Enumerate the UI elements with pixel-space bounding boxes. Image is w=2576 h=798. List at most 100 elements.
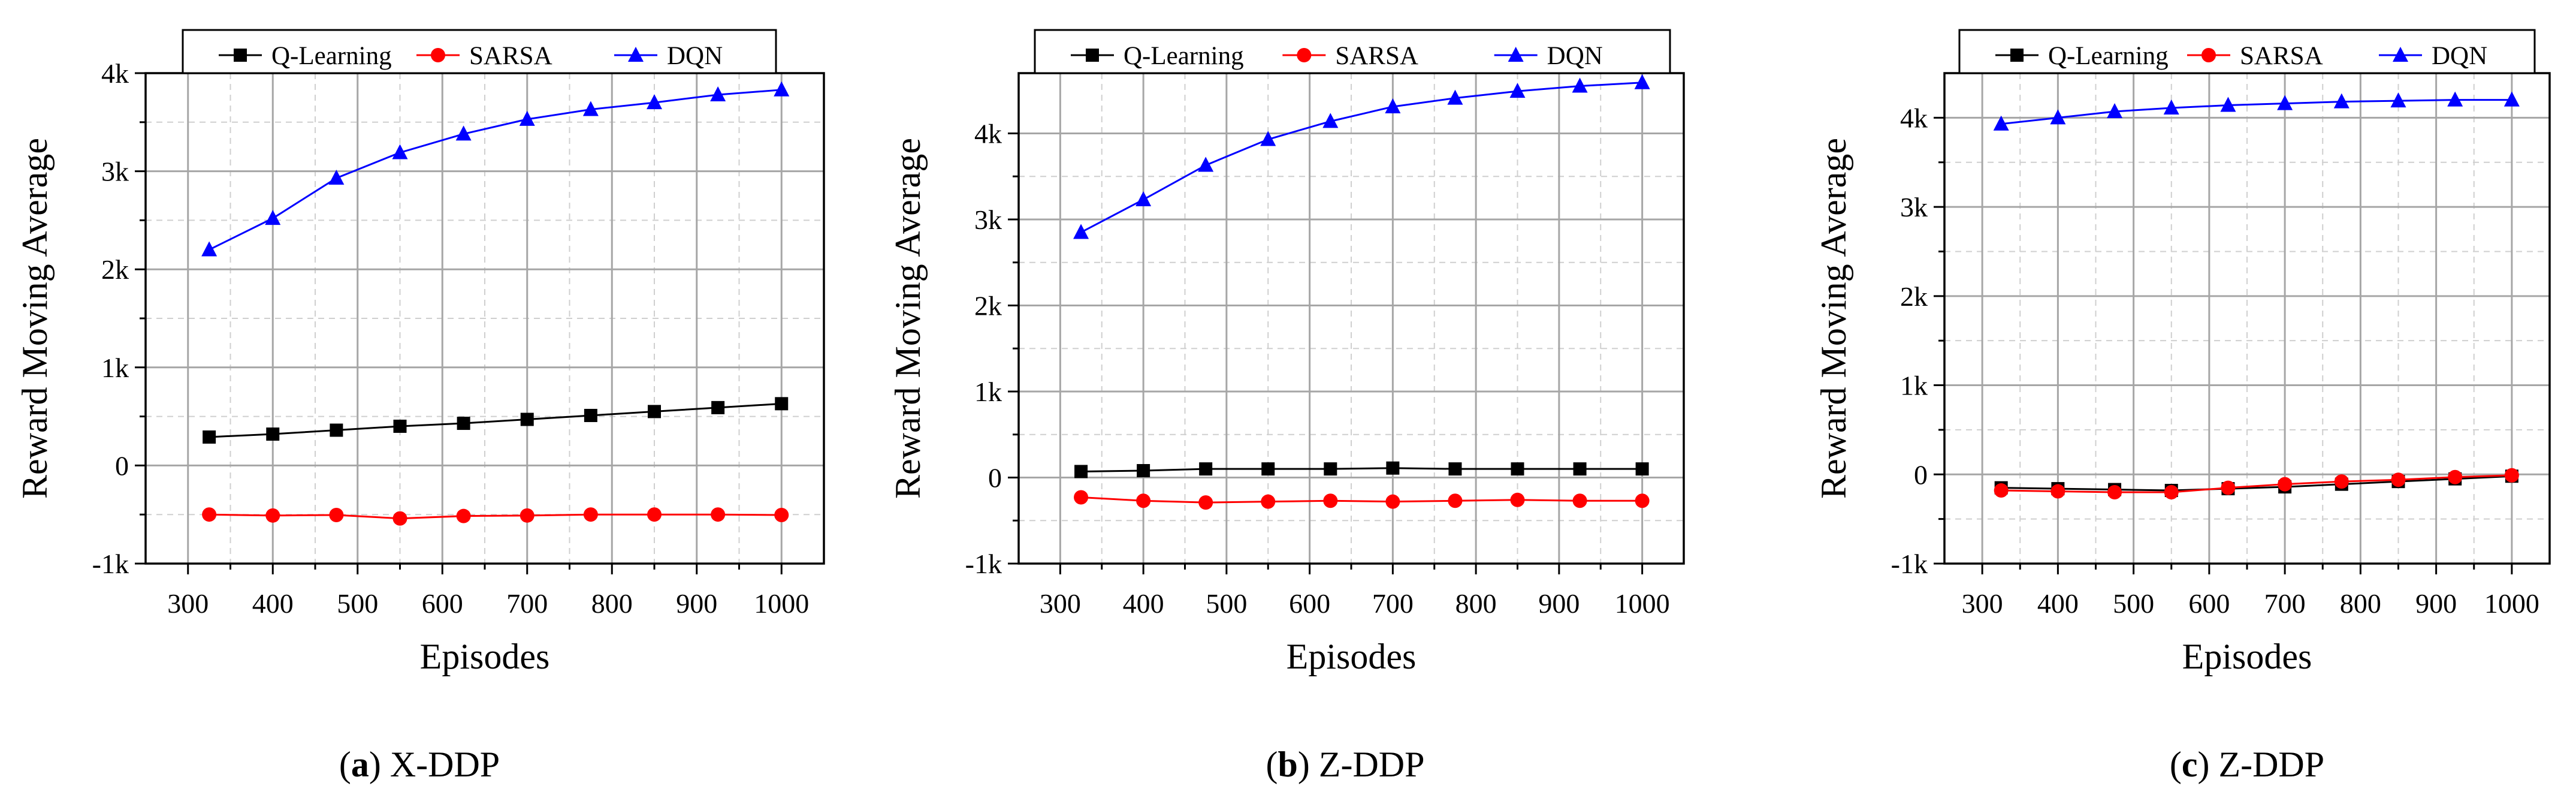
x-axis-title: Episodes (420, 637, 550, 676)
legend-label: DQN (2432, 42, 2487, 70)
caption-close-paren: ) (2197, 745, 2218, 784)
y-tick-label: 4k (101, 58, 129, 89)
data-point (2107, 103, 2123, 118)
data-point (1635, 493, 1650, 508)
y-tick-label: -1k (965, 549, 1002, 579)
legend: Q-Learning SARSA DQN (182, 29, 777, 74)
data-point (1261, 462, 1275, 476)
y-axis-title: Reward Moving Average (888, 138, 928, 499)
data-point (1324, 462, 1337, 476)
data-point (647, 507, 662, 522)
data-point (1993, 115, 2009, 131)
panel-caption: (b) Z-DDP (1266, 745, 1424, 784)
caption-close-paren: ) (1298, 745, 1319, 784)
data-point (1572, 493, 1587, 508)
data-point (1572, 77, 1588, 93)
data-point (392, 511, 407, 526)
data-point (2504, 468, 2519, 483)
y-tick-label: 0 (115, 450, 129, 481)
y-tick-label: 2k (974, 290, 1002, 321)
caption-open-paren: ( (339, 745, 351, 784)
data-point (2448, 469, 2463, 484)
legend-marker (234, 49, 247, 62)
data-point (2220, 97, 2236, 112)
data-point (265, 210, 281, 225)
legend-marker (1297, 48, 1312, 62)
data-point (1260, 131, 1276, 146)
plot-area (1944, 73, 2550, 564)
x-axis-title: Episodes (2182, 637, 2312, 676)
data-point (1136, 191, 1152, 206)
caption-text: Z-DDP (2218, 745, 2324, 784)
x-tick-label: 300 (1962, 588, 2003, 619)
y-tick-label: 3k (101, 156, 129, 187)
data-point (710, 86, 726, 101)
legend-marker (431, 48, 445, 62)
series-line (1080, 82, 1642, 233)
data-point (1634, 74, 1650, 89)
y-tick-label: -1k (1891, 549, 1928, 579)
series-line (209, 89, 782, 251)
x-tick-label: 700 (2264, 588, 2306, 619)
legend-label: Q-Learning (271, 42, 392, 70)
data-point (1136, 493, 1151, 508)
data-point (1386, 461, 1400, 475)
data-point (2050, 109, 2066, 125)
data-point (1447, 89, 1463, 105)
data-point (2391, 472, 2406, 487)
x-tick-label: 300 (1040, 588, 1081, 619)
y-axis-title: Reward Moving Average (1814, 138, 1853, 499)
data-point (1510, 492, 1525, 507)
series-sarsa (1074, 490, 1650, 510)
data-point (2050, 484, 2065, 499)
legend-label: DQN (1547, 42, 1603, 70)
legend-label: SARSA (1335, 42, 1418, 70)
chart-panel-c: 300 400 500 600 700 800 900 1000 -1k 0 1k 2k 3k 4k Epi… (1814, 29, 2551, 784)
caption-label: a (351, 745, 369, 784)
x-tick-label: 800 (591, 588, 633, 619)
data-point (2277, 95, 2293, 110)
data-point (1198, 156, 1214, 172)
data-point (203, 430, 216, 444)
data-point (1198, 495, 1213, 510)
data-point (202, 507, 217, 522)
data-point (2164, 485, 2179, 500)
data-point (1511, 462, 1524, 476)
x-tick-label: 900 (676, 588, 717, 619)
y-tick-label: 0 (1914, 459, 1928, 490)
caption-open-paren: ( (2170, 745, 2182, 784)
caption-open-paren: ( (1266, 745, 1278, 784)
data-point (583, 507, 598, 522)
series-line (2001, 475, 2512, 492)
data-point (1448, 462, 1462, 476)
y-tick-label: 1k (1900, 371, 1928, 401)
data-point (393, 419, 407, 433)
caption-text: Z-DDP (1319, 745, 1425, 784)
x-tick-label: 400 (252, 588, 294, 619)
y-tick-label: -1k (92, 549, 129, 579)
series-dqn (1073, 74, 1650, 239)
y-tick-label: 2k (1900, 281, 1928, 312)
x-tick-label: 700 (1372, 588, 1414, 619)
x-tick-label: 600 (422, 588, 463, 619)
data-point (1448, 493, 1463, 508)
data-point (1322, 113, 1339, 128)
data-point (1323, 493, 1338, 508)
x-tick-label: 1000 (1615, 588, 1670, 619)
legend-label: DQN (667, 42, 723, 70)
data-point (520, 508, 534, 523)
x-tick-label: 500 (2113, 588, 2154, 619)
legend-label: Q-Learning (1124, 42, 1244, 70)
data-point (455, 125, 472, 141)
legend-marker (2201, 48, 2216, 62)
series-line (209, 402, 782, 438)
x-tick-label: 700 (506, 588, 548, 619)
x-tick-label: 800 (2340, 588, 2381, 619)
legend: Q-Learning SARSA DQN (1034, 29, 1671, 74)
x-tick-label: 400 (1123, 588, 1164, 619)
series-sarsa (1994, 468, 2519, 500)
data-point (392, 144, 408, 159)
legend-marker (1086, 49, 1099, 62)
data-point (648, 405, 661, 418)
series-line (1080, 496, 1642, 504)
